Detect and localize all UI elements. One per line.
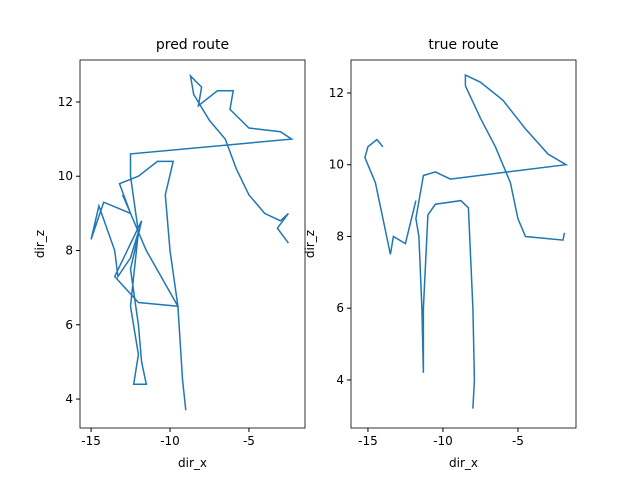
y-axis-label: dir_z	[303, 230, 317, 258]
chart-title: true route	[428, 37, 498, 53]
y-tick-label: 10	[58, 169, 73, 183]
route-line	[364, 73, 569, 409]
y-axis-label: dir_z	[33, 230, 47, 258]
y-tick-label: 8	[65, 243, 73, 257]
route-line	[90, 73, 294, 411]
x-tick-label: -5	[512, 434, 524, 448]
y-tick-label: 6	[336, 301, 344, 315]
axes-frame	[79, 59, 306, 429]
axes-frame	[350, 59, 577, 429]
y-tick-label: 6	[65, 318, 73, 332]
x-tick-label: -15	[358, 434, 378, 448]
chart-title: pred route	[156, 37, 229, 53]
x-axis-label: dir_x	[178, 456, 207, 470]
x-tick-label: -5	[243, 434, 255, 448]
x-tick-label: -10	[160, 434, 180, 448]
y-tick-label: 8	[336, 229, 344, 243]
x-tick-label: -10	[433, 434, 453, 448]
y-tick-label: 12	[329, 86, 344, 100]
y-tick-label: 12	[58, 95, 73, 109]
y-tick-label: 10	[329, 158, 344, 172]
y-tick-label: 4	[336, 373, 344, 387]
x-axis-label: dir_x	[449, 456, 478, 470]
x-tick-label: -15	[81, 434, 101, 448]
y-tick-label: 4	[65, 392, 73, 406]
